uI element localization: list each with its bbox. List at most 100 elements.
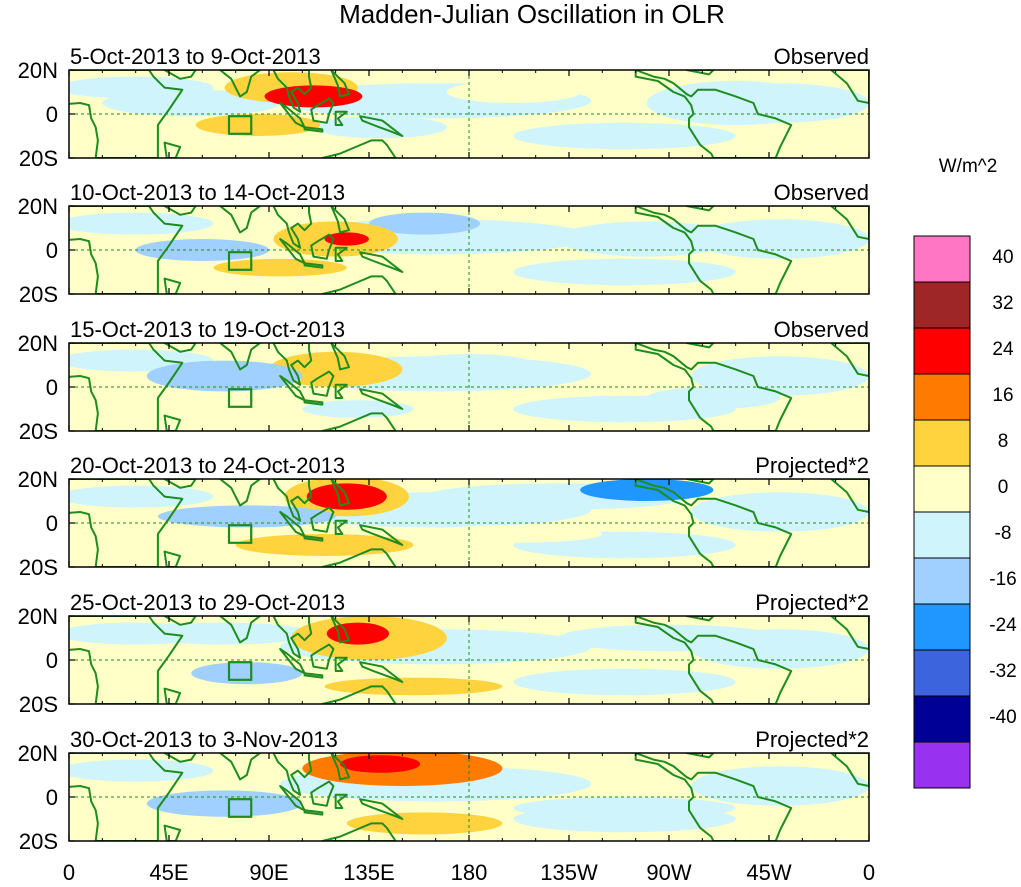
land-outline [272,616,313,659]
anomaly-mark [646,387,781,409]
y-tick-label: 0 [46,102,58,127]
anomaly-mark [369,212,481,235]
anomaly-mark [146,360,303,392]
y-tick-label: 0 [46,375,58,400]
land-outline [310,643,335,670]
land-outline [330,206,350,234]
x-tick-label: 180 [451,860,488,885]
land-outline [685,753,715,759]
land-outline [685,70,715,76]
colorbar-level-label: -32 [989,661,1016,682]
background-band [69,759,214,782]
x-axis: 0 45E 90E 135E 180 135W 90W 45W 0 [63,860,875,885]
land-outline [219,616,262,644]
land-outline [685,616,715,622]
region-box [227,798,253,818]
y-tick-label: 20S [19,555,58,580]
land-outline [310,233,335,260]
land-outline [272,753,313,796]
land-outline [303,399,324,406]
x-tick-label: 90E [249,860,288,885]
land-outline [219,343,262,371]
x-tick-label: 135W [540,860,598,885]
land-outline [272,343,313,386]
region-box [227,251,253,271]
anomaly-mark [264,85,363,108]
panel-label: Observed [774,44,869,69]
background-band [69,485,214,508]
anomaly-mark [191,662,303,685]
land-outline [634,616,793,704]
y-tick-label: 20N [18,604,58,629]
anomaly-mark [146,790,303,817]
land-outline [334,519,348,535]
colorbar-level-label: 0 [998,477,1009,498]
land-outline [279,648,306,675]
land-outline [272,479,313,522]
y-tick-label: 20S [19,419,58,444]
land-outline [303,126,324,133]
land-outline [69,70,184,158]
anomaly-mark [557,221,736,257]
land-outline [330,753,350,781]
panel-date-range: 30-Oct-2013 to 3-Nov-2013 [70,727,338,752]
land-outline [321,412,397,431]
panel-date-range: 20-Oct-2013 to 24-Oct-2013 [70,453,345,478]
background-band [691,492,869,532]
background-band [513,668,736,696]
land-outline [163,687,182,704]
x-tick-label: 0 [63,860,75,885]
colorbar-level-label: 24 [992,339,1014,360]
land-outline [334,383,348,399]
land-outline [69,343,184,431]
anomaly-mark [580,479,714,501]
anomaly-mark [324,677,503,696]
y-tick-label: 20N [18,467,58,492]
colorbar-swatch [913,649,971,697]
y-tick-label: 20N [18,58,58,83]
land-outline [272,206,313,249]
land-outline [69,753,184,841]
land-outline [359,251,404,273]
anomaly-mark [195,114,321,136]
colorbar-swatch [913,465,971,513]
land-outline [163,550,182,567]
land-outline [830,206,869,240]
land-outline [685,206,715,212]
land-outline [69,479,184,567]
panel-label: Observed [774,180,869,205]
land-outline [330,343,350,371]
panel-label: Projected*2 [755,727,869,752]
land-outline [330,616,350,644]
land-outline [330,70,350,98]
panel-date-range: 15-Oct-2013 to 19-Oct-2013 [70,317,345,342]
colorbar-swatch [913,281,971,329]
anomaly-mark [646,81,825,125]
land-outline [359,798,404,820]
x-tick-label: 0 [863,860,875,885]
x-tick-label: 45E [149,860,188,885]
colorbar-level-label: 40 [992,247,1013,268]
land-outline [69,616,184,704]
land-outline [310,97,335,124]
land-outline [634,206,793,294]
land-outline [219,753,262,781]
colorbar-level-label: -8 [995,523,1012,544]
land-outline [830,616,869,650]
colorbar-swatch [913,741,971,789]
land-outline [163,824,182,841]
colorbar-swatch [913,557,971,605]
anomaly-mark [340,755,421,773]
y-tick-label: 20N [18,194,58,219]
land-outline [279,238,306,265]
land-outline [321,548,397,567]
colorbar-swatch [913,235,971,283]
land-outline [321,822,397,841]
colorbar-swatch [913,373,971,421]
land-outline [334,656,348,672]
panel-3: 20N 0 20S 15-Oct-2013 to 19-Oct-2013 Observe… [18,317,870,444]
anomaly-mark [557,624,781,652]
panel-5: 20N 0 20S 25-Oct-2013 to 29-Oct-2013 Project… [18,590,870,717]
colorbar-level-label: 32 [992,293,1013,314]
region-box [227,524,253,544]
